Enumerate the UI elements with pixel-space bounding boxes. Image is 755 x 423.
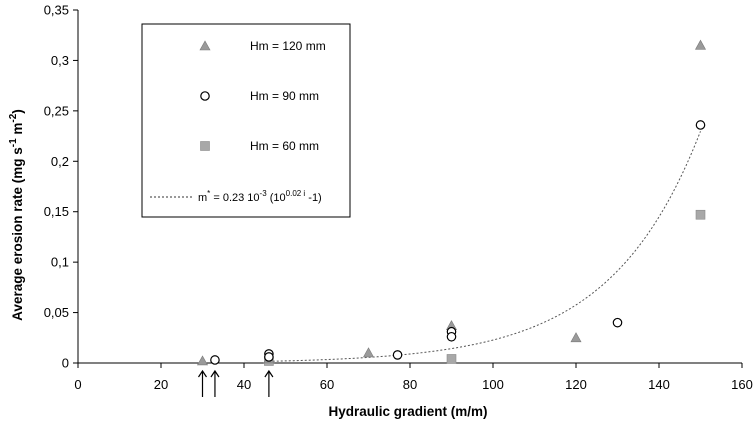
x-tick-label: 160: [731, 377, 753, 392]
arrow-annotation: [210, 369, 220, 397]
chart-axes: 0 0,05 0,1 0,15 0,2 0,25 0,3 0,35 0 20 40 60 80 100 12…: [44, 3, 753, 393]
y-tick-label: 0,2: [51, 154, 69, 169]
point-legend-triangle: [199, 40, 211, 51]
y-tick-label: 0,25: [44, 103, 69, 118]
y-tick-label: 0,1: [51, 255, 69, 270]
point-circle-open: [210, 355, 220, 365]
arrow-annotation: [264, 369, 274, 397]
point-circle-open: [612, 317, 623, 328]
legend: Hm = 120 mm Hm = 90 mm Hm = 60 mm m* = 0.23…: [141, 23, 351, 218]
point-legend-square: [200, 141, 210, 151]
series-triangle: [196, 39, 707, 366]
x-tick-label: 20: [154, 377, 168, 392]
point-circle-open: [264, 352, 274, 362]
legend-label: Hm = 120 mm: [250, 39, 326, 53]
point-circle-open: [695, 120, 706, 130]
series-circle-open: [210, 120, 706, 365]
x-tick-label: 60: [320, 377, 334, 392]
point-triangle: [196, 355, 209, 366]
point-square: [695, 209, 706, 220]
x-tick-label: 100: [482, 377, 504, 392]
point-triangle: [570, 332, 582, 343]
y-tick-label: 0,3: [51, 53, 69, 68]
point-legend-circle-open: [200, 91, 210, 101]
point-square: [446, 354, 457, 364]
arrow-annotation: [198, 369, 207, 397]
legend-label: Hm = 60 mm: [250, 139, 319, 153]
fit-curve-line: [264, 131, 701, 362]
fit-curve: [264, 131, 701, 362]
y-axis-title: Average erosion rate (mg s-1 m-2): [8, 109, 25, 321]
annotation-arrows: [198, 369, 274, 397]
data-points: [196, 39, 707, 366]
point-circle-open: [446, 331, 457, 342]
legend-fit-label: m* = 0.23 10-3 (100.02 i -1): [198, 189, 322, 204]
y-tick-label: 0,35: [44, 3, 69, 18]
x-tick-label: 140: [648, 377, 670, 392]
y-tick-label: 0: [62, 356, 69, 371]
point-triangle: [362, 347, 375, 358]
legend-label: Hm = 90 mm: [250, 89, 319, 103]
point-circle-open: [392, 350, 403, 360]
point-triangle: [694, 39, 707, 50]
x-tick-label: 80: [403, 377, 417, 392]
x-tick-label: 0: [74, 377, 81, 392]
x-tick-label: 40: [237, 377, 251, 392]
y-tick-label: 0,05: [44, 305, 69, 320]
x-tick-label: 120: [565, 377, 587, 392]
y-tick-label: 0,15: [44, 204, 69, 219]
x-axis-title: Hydraulic gradient (m/m): [328, 404, 487, 419]
legend-box: [141, 23, 351, 218]
